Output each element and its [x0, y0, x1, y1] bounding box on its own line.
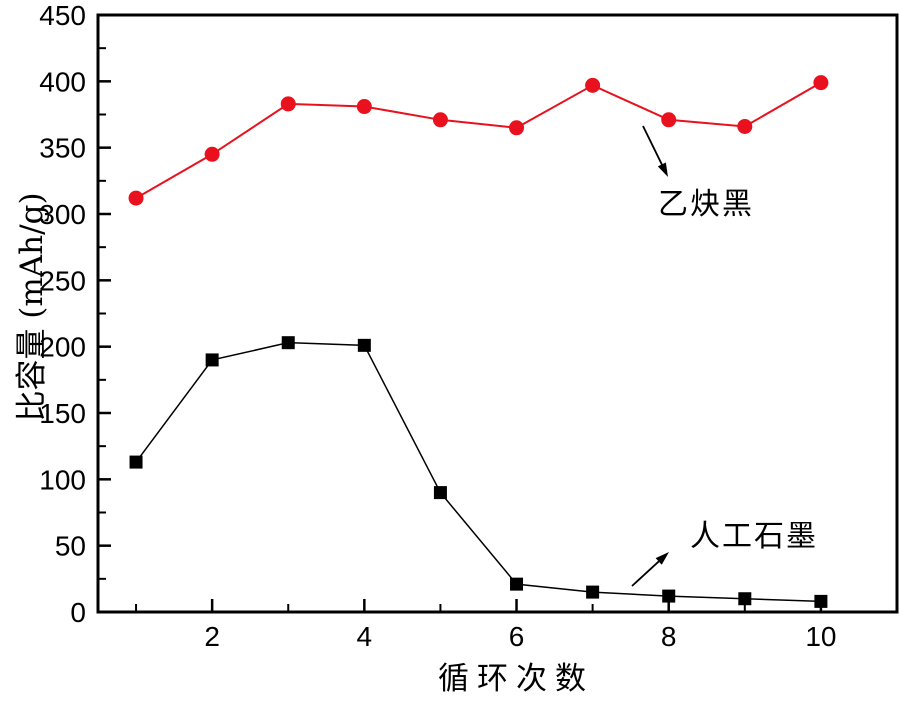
- data-point-marker: [661, 112, 677, 128]
- y-axis-title: 比容量 (mAh/g): [14, 192, 50, 421]
- x-axis-title: 循环次数: [438, 661, 594, 697]
- x-tick-label: 10: [805, 621, 836, 652]
- plot-frame: [96, 13, 899, 614]
- annotation-acetylene-black: 乙炔黑: [658, 187, 754, 222]
- x-tick-label: 6: [509, 621, 525, 652]
- annotation-arrow-line: [642, 125, 666, 171]
- y-tick-label: 300: [39, 199, 86, 230]
- data-point-marker: [585, 77, 601, 93]
- data-point-marker: [280, 96, 296, 112]
- data-point-marker: [205, 353, 219, 367]
- annotation-arrow-line: [631, 556, 664, 587]
- y-tick-label: 400: [39, 66, 86, 97]
- y-tick-label: 250: [39, 265, 86, 296]
- annotation-arrow-head: [657, 162, 668, 177]
- y-tick-label: 350: [39, 133, 86, 164]
- y-tick-label: 50: [55, 531, 86, 562]
- data-point-marker: [737, 118, 753, 134]
- y-tick-label: 200: [39, 332, 86, 363]
- data-point-marker: [509, 120, 525, 136]
- data-point-marker: [357, 338, 371, 352]
- data-point-marker: [662, 589, 676, 603]
- data-point-marker: [281, 336, 295, 350]
- x-tick-label: 2: [204, 621, 220, 652]
- data-point-marker: [128, 190, 144, 206]
- data-point-marker: [586, 585, 600, 599]
- data-series: [128, 75, 829, 608]
- annotation-artificial-graphite: 人工石墨: [690, 519, 818, 554]
- x-tick-label: 4: [357, 621, 373, 652]
- data-point-marker: [814, 594, 828, 608]
- series-line-artificial-graphite: [135, 341, 821, 603]
- annotation-arrows: [631, 125, 669, 587]
- y-tick-label: 450: [39, 0, 86, 31]
- y-tick-label: 150: [39, 398, 86, 429]
- data-point-marker: [204, 146, 220, 162]
- data-point-marker: [433, 486, 447, 500]
- annotation-arrow-head: [655, 552, 669, 565]
- data-point-marker: [356, 99, 372, 115]
- x-tick-label: 8: [661, 621, 677, 652]
- series-line-acetylene-black: [135, 81, 822, 199]
- data-point-marker: [813, 75, 829, 91]
- data-point-marker: [510, 577, 524, 591]
- data-point-marker: [432, 112, 448, 128]
- y-tick-label: 0: [70, 597, 86, 628]
- y-tick-label: 100: [39, 464, 86, 495]
- data-point-marker: [129, 455, 143, 469]
- data-point-marker: [738, 592, 752, 606]
